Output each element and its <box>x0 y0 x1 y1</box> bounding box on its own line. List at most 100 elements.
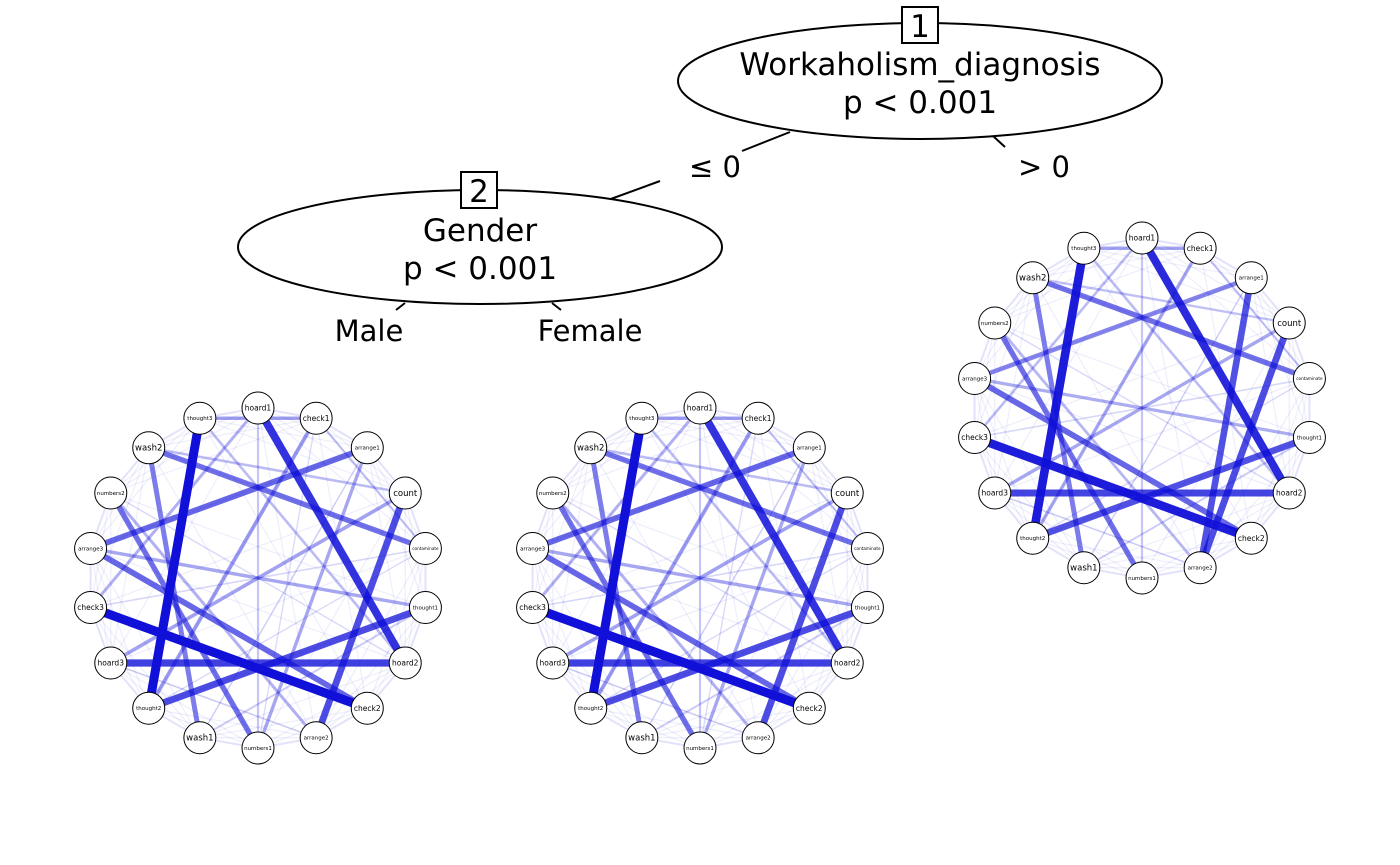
network-edge-thought2-contaminate <box>1032 377 1310 539</box>
network-edge-faint <box>974 247 1085 379</box>
network-node-thought1: thought1 <box>850 591 884 625</box>
network-node-contaminate: contaminate <box>1292 361 1326 395</box>
network-edge-faint <box>641 707 810 739</box>
network-node-circle <box>94 646 128 680</box>
network-edge-faint <box>1083 247 1252 279</box>
network-node-contaminate: contaminate <box>850 531 884 565</box>
network-node-circle <box>241 391 275 425</box>
network-node-arrange2: arrange2 <box>1183 551 1217 585</box>
network-edge-faint <box>1032 277 1201 569</box>
network-edge-faint <box>532 492 848 609</box>
network-edge-faint <box>199 707 368 739</box>
network-node-circle <box>183 721 217 755</box>
network-edge-arrange3-check2 <box>973 375 1253 541</box>
network-node-circle <box>683 731 717 765</box>
network-node-label: numbers1 <box>686 746 714 752</box>
network-node-check2: check2 <box>792 691 826 725</box>
network-edge-check1-contaminate <box>315 417 427 550</box>
network-edge-faint <box>148 447 317 739</box>
network-edge-faint <box>1199 247 1310 379</box>
network-node-circle <box>978 476 1012 510</box>
node-1-id: 1 <box>910 9 930 45</box>
network-edge-faint <box>994 237 1143 324</box>
network-node-circle <box>350 431 384 465</box>
network-node-count: count <box>830 476 864 510</box>
network-node-label: contaminate <box>1296 376 1323 381</box>
network-node-circle <box>830 476 864 510</box>
network-edge-faint <box>994 492 1143 579</box>
network-node-label: wash1 <box>628 734 655 744</box>
network-edge-check3-contaminate <box>532 547 868 609</box>
network-edge-check1-contaminate <box>1199 247 1311 380</box>
network-edge-faint <box>641 662 848 739</box>
network-edge-arrange2-hoard3 <box>552 662 759 739</box>
network-node-label: thought3 <box>187 416 213 422</box>
network-node-arrange2: arrange2 <box>741 721 775 755</box>
network-edge-faint <box>1141 237 1290 324</box>
network-node-circle <box>1125 561 1159 595</box>
connector-root-right <box>992 135 1006 148</box>
network-node-label: thought1 <box>413 605 438 611</box>
network-node-check3: check3 <box>958 421 992 455</box>
connector-root-left-b <box>607 180 661 201</box>
network-edge-faint <box>315 417 426 549</box>
network-node-circle <box>1234 261 1268 295</box>
network-node-hoard2: hoard2 <box>830 646 864 680</box>
network-edge-faint <box>808 548 868 709</box>
network-node-thought2: thought2 <box>574 691 608 725</box>
network-node-label: numbers1 <box>1128 576 1156 582</box>
network-node-label: arrange1 <box>355 446 380 452</box>
network-node-label: arrange3 <box>78 546 104 552</box>
network-edge-faint <box>552 662 701 749</box>
network-node-hoard2: hoard2 <box>1272 476 1306 510</box>
network-edge-faint <box>148 417 317 449</box>
network-node-circle <box>1016 261 1050 295</box>
network-edge-faint <box>757 417 868 549</box>
network-edge-faint <box>1250 378 1310 539</box>
network-node-circle <box>408 591 442 625</box>
network-node-circle <box>183 401 217 435</box>
network-edge-faint <box>199 417 368 449</box>
network-node-circle <box>1272 476 1306 510</box>
network-node-label: contaminate <box>854 546 881 551</box>
network-edge-faint <box>808 447 868 608</box>
network-node-label: thought2 <box>136 706 161 712</box>
edge-label-root-right: > 0 <box>1018 150 1070 184</box>
network-node-numbers2: numbers2 <box>978 306 1012 340</box>
network-edge-faint <box>315 548 426 739</box>
network-node-numbers2: numbers2 <box>94 476 128 510</box>
network-node-label: check1 <box>745 414 772 423</box>
network-node-arrange3: arrange3 <box>958 361 992 395</box>
network-node-circle <box>741 721 775 755</box>
network-edge-arrange3-check2 <box>531 545 811 711</box>
network-node-circle <box>1272 306 1306 340</box>
network-node-circle <box>94 476 128 510</box>
network-edge-faint <box>1083 537 1252 569</box>
network-node-hoard1: hoard1 <box>683 391 717 425</box>
network-node-circle <box>536 476 570 510</box>
network-node-thought3: thought3 <box>1067 231 1101 265</box>
network-edge-faint <box>366 548 426 709</box>
network-node-circle <box>792 691 826 725</box>
network-node-circle <box>850 591 884 625</box>
network-edge-faint <box>110 662 259 749</box>
network-edge-wash1-arrange1 <box>641 447 810 739</box>
network-node-circle <box>388 476 422 510</box>
network-node-numbers2: numbers2 <box>536 476 570 510</box>
network-node-label: count <box>1277 319 1302 329</box>
network-edge-faint <box>808 447 848 664</box>
network-edge-faint <box>110 417 317 494</box>
network-node-label: wash1 <box>186 734 213 744</box>
network-edge-check3-check2 <box>973 433 1253 543</box>
network-node-label: numbers2 <box>981 321 1009 327</box>
tree-node-1: 1 Workaholism_diagnosis p < 0.001 <box>677 6 1163 140</box>
network-node-circle <box>132 431 166 465</box>
network-edge-hoard1-hoard2 <box>254 406 409 665</box>
network-node-circle <box>241 731 275 765</box>
network-edge-faint <box>1250 277 1310 438</box>
network-edge-faint <box>1141 322 1290 579</box>
network-node-label: arrange3 <box>520 546 546 552</box>
network-edge-faint <box>257 407 426 549</box>
network-node-label: hoard3 <box>540 659 567 668</box>
network-panel-male: hoard1 check1 arrange1 count contaminate thou… <box>74 391 442 765</box>
